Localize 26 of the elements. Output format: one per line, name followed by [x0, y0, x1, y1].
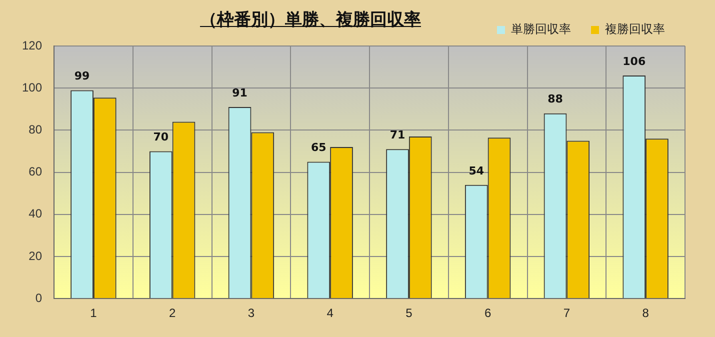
data-label: 71 — [390, 128, 406, 142]
x-tick-label: 8 — [642, 306, 650, 320]
y-tick-label: 80 — [28, 122, 42, 137]
data-label: 65 — [310, 141, 326, 154]
chart-title: （枠番別）単勝、複勝回収率 — [200, 9, 421, 31]
legend-label: 複勝回収率 — [605, 22, 665, 36]
y-tick-label: 120 — [22, 38, 42, 52]
y-tick-label: 20 — [28, 248, 42, 263]
data-label: 70 — [153, 130, 169, 144]
data-label: 54 — [468, 164, 484, 178]
y-tick-label: 40 — [28, 206, 42, 221]
data-label: 106 — [622, 54, 646, 68]
x-tick-label: 6 — [484, 306, 492, 320]
y-tick-label: 0 — [35, 290, 42, 305]
x-tick-label: 1 — [90, 306, 98, 320]
y-tick-label: 60 — [28, 164, 42, 179]
x-tick-label: 2 — [168, 306, 176, 320]
data-label: 88 — [548, 92, 563, 106]
x-tick-label: 3 — [248, 306, 255, 320]
data-label: 91 — [232, 86, 248, 100]
x-tick-label: 4 — [326, 306, 334, 320]
data-label: 99 — [74, 70, 90, 83]
x-tick-label: 7 — [563, 306, 570, 320]
legend-label: 単勝回収率 — [511, 22, 571, 36]
x-tick-label: 5 — [406, 306, 413, 320]
y-tick-label: 100 — [22, 80, 42, 94]
